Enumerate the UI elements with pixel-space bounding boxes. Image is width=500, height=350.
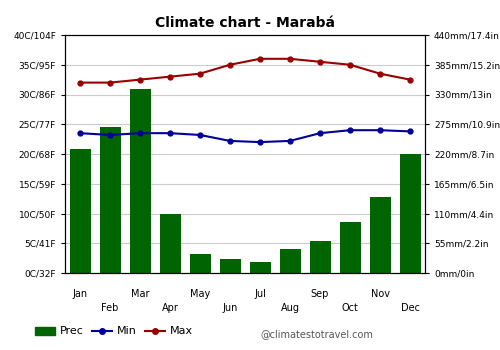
- Text: Jun: Jun: [222, 303, 238, 313]
- Bar: [310, 240, 330, 273]
- Legend: Prec, Min, Max: Prec, Min, Max: [30, 322, 198, 341]
- Text: Jul: Jul: [254, 289, 266, 299]
- Text: Oct: Oct: [342, 303, 358, 313]
- Title: Climate chart - Marabá: Climate chart - Marabá: [155, 16, 335, 30]
- Text: Nov: Nov: [370, 289, 390, 299]
- Text: Jan: Jan: [72, 289, 88, 299]
- Bar: [70, 149, 90, 273]
- Bar: [160, 214, 180, 273]
- Text: May: May: [190, 289, 210, 299]
- Bar: [340, 222, 360, 273]
- Text: Aug: Aug: [280, 303, 299, 313]
- Bar: [130, 89, 150, 273]
- Text: Apr: Apr: [162, 303, 178, 313]
- Bar: [100, 127, 120, 273]
- Text: Dec: Dec: [400, 303, 419, 313]
- Bar: [250, 262, 270, 273]
- Bar: [400, 154, 420, 273]
- Text: Mar: Mar: [131, 289, 149, 299]
- Text: Sep: Sep: [311, 289, 329, 299]
- Bar: [370, 197, 390, 273]
- Bar: [190, 254, 210, 273]
- Bar: [220, 259, 240, 273]
- Bar: [280, 248, 300, 273]
- Text: Feb: Feb: [102, 303, 118, 313]
- Text: @climatestotravel.com: @climatestotravel.com: [260, 329, 373, 340]
